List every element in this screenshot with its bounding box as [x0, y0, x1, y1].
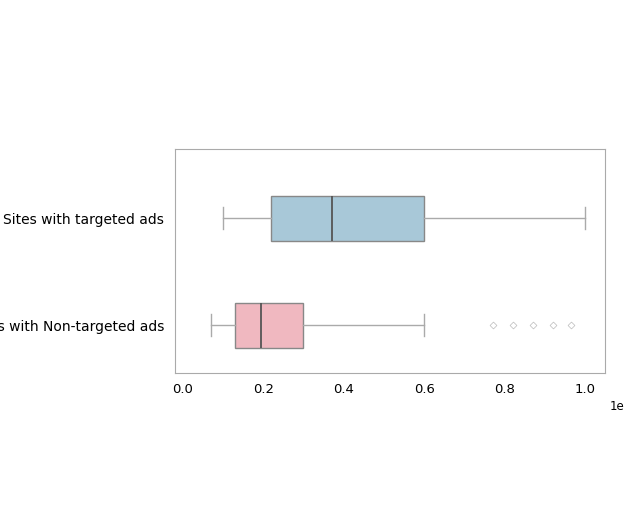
Text: 1e6: 1e6	[610, 400, 624, 413]
PathPatch shape	[271, 196, 424, 241]
PathPatch shape	[235, 303, 303, 348]
